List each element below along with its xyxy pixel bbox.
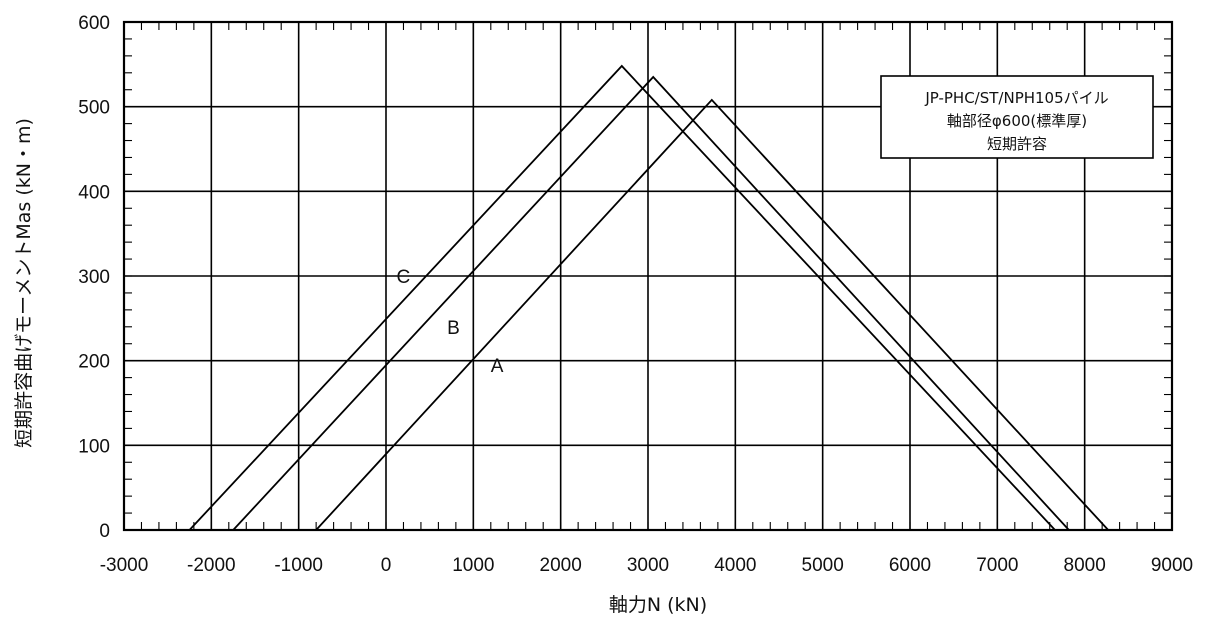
y-tick-label: 300	[78, 267, 110, 288]
series-labels: A B C	[396, 267, 503, 377]
legend-line-2: 軸部径φ600(標準厚)	[947, 112, 1087, 130]
x-tick-label: 7000	[976, 555, 1018, 576]
legend-box: JP-PHC/ST/NPH105パイル 軸部径φ600(標準厚) 短期許容	[880, 75, 1154, 159]
series-label-C: C	[396, 267, 410, 288]
legend-line-3: 短期許容	[987, 135, 1047, 153]
y-tick-label: 400	[78, 182, 110, 203]
x-axis-title: 軸力N (kN)	[609, 594, 707, 616]
x-tick-label: 0	[381, 555, 392, 576]
y-tick-label: 0	[99, 521, 110, 542]
x-tick-label: 6000	[889, 555, 931, 576]
series-line-C	[188, 64, 1056, 531]
plot-frame	[122, 20, 1174, 532]
y-tick-labels: 0 100 200 300 400 500 600	[78, 13, 110, 542]
y-tick-label: 100	[78, 436, 110, 457]
x-tick-label: -1000	[274, 555, 323, 576]
series-line-B	[232, 75, 1070, 531]
x-tick-label: 5000	[802, 555, 844, 576]
x-tick-label: -3000	[100, 555, 149, 576]
x-tick-label: 4000	[714, 555, 756, 576]
y-tick-label: 600	[78, 13, 110, 34]
x-tick-label: 3000	[627, 555, 669, 576]
y-tick-label: 200	[78, 352, 110, 373]
x-tick-label: 9000	[1151, 555, 1193, 576]
series-line-A	[315, 98, 1109, 531]
legend-line-1: JP-PHC/ST/NPH105パイル	[924, 89, 1108, 107]
x-tick-label: 8000	[1064, 555, 1106, 576]
x-tick-labels: -3000 -2000 -1000 0 1000 2000 3000 4000 5000 6000…	[100, 555, 1193, 576]
x-tick-label: -2000	[187, 555, 236, 576]
y-tick-label: 500	[78, 98, 110, 119]
series-label-A: A	[491, 356, 504, 377]
x-tick-label: 1000	[452, 555, 494, 576]
series-label-B: B	[447, 318, 460, 339]
x-tick-label: 2000	[540, 555, 582, 576]
y-axis-title: 短期許容曲げモーメントMas (kN・m)	[13, 118, 35, 448]
series-lines	[188, 64, 1109, 531]
